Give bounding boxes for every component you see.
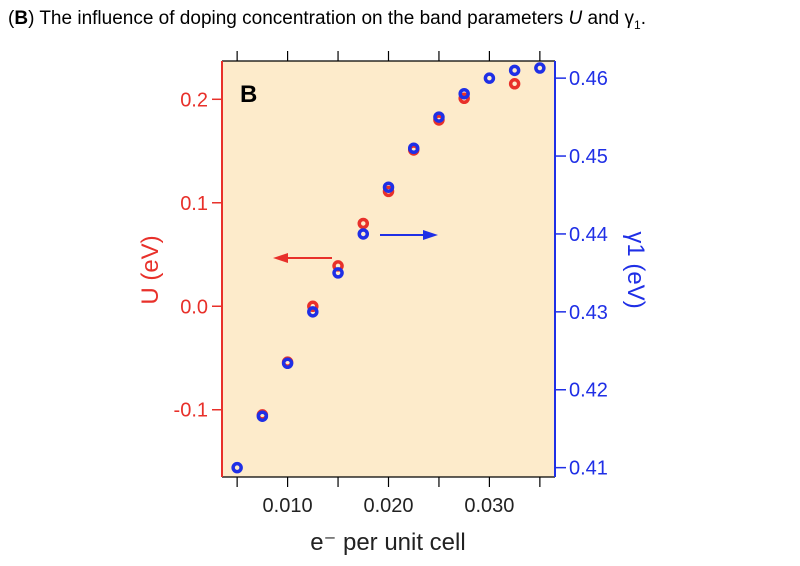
caption-gamma: γ [624,8,635,29]
data-point-gamma1 [458,87,470,100]
caption-text: The influence of doping concentration on… [39,8,569,29]
data-point-gamma1 [433,111,445,123]
y-right-tick-label: 0.46 [569,68,608,90]
data-point-gamma1 [508,64,521,77]
data-point-gamma1 [357,228,370,240]
y-left-tick-label: 0.0 [180,296,208,318]
data-point-gamma1 [256,410,269,422]
y-right-tick-label: 0.43 [569,302,608,324]
y-right-tick-label: 0.44 [569,224,608,246]
data-point-gamma1 [231,461,243,474]
data-point-u [357,217,370,230]
y-left-tick-label: 0.1 [180,193,208,215]
panel-label: B [240,81,257,108]
data-point-u [307,300,319,313]
y-left-tick-label: -0.1 [174,400,208,422]
y-left-axis-label: U (eV) [137,235,164,304]
data-point-gamma1 [534,62,546,74]
caption-end: . [640,8,646,29]
x-tick-label: 0.010 [263,495,313,517]
figure-caption: (B) The influence of doping concentratio… [8,8,646,32]
caption-u: U [568,8,583,29]
data-point-gamma1 [382,181,395,193]
caption-gamma-sub: 1 [634,17,641,32]
data-point-u [508,78,521,90]
right-arrow-icon [423,230,438,240]
data-point-gamma1 [307,306,319,318]
caption-and: and [582,8,625,29]
plot-background [222,61,555,477]
y-left-tick-label: 0.2 [180,89,208,111]
data-point-gamma1 [332,267,344,279]
data-point-u [458,92,470,105]
data-point-gamma1 [407,142,420,155]
data-point-gamma1 [483,72,496,84]
caption-label: B [14,8,29,29]
left-arrow-icon [273,253,288,263]
x-tick-label: 0.020 [363,495,413,517]
x-tick-label: 0.030 [464,495,514,517]
y-right-tick-label: 0.45 [569,146,608,168]
data-point-gamma1 [281,357,294,370]
x-axis-label: e⁻ per unit cell [310,529,465,556]
y-right-axis-label: γ1 (eV) [622,231,649,308]
y-right-tick-label: 0.41 [569,458,608,480]
data-point-u [382,185,395,198]
y-right-tick-label: 0.42 [569,380,608,402]
